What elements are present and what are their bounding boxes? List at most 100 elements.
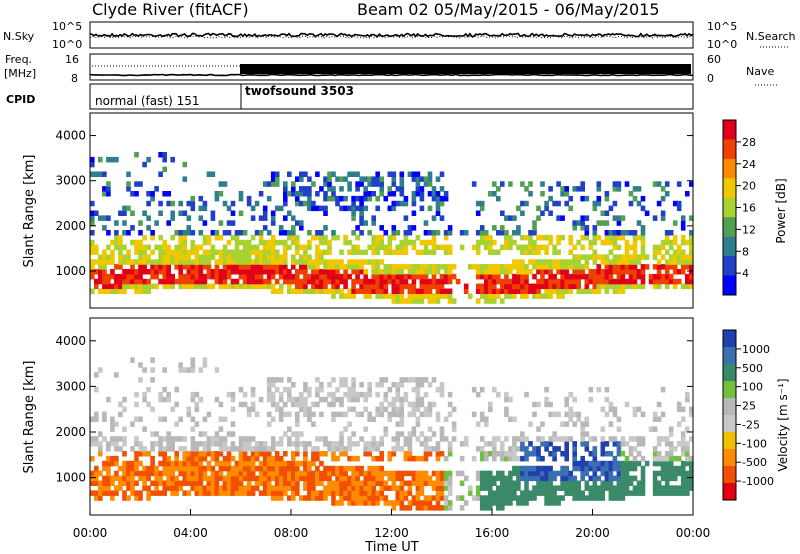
heatmap-cell xyxy=(411,377,417,383)
heatmap-cell xyxy=(492,495,497,501)
heatmap-cell xyxy=(463,436,469,442)
heatmap-cell xyxy=(278,441,284,447)
heatmap-cell xyxy=(142,451,147,457)
beam-date-title: Beam 02 05/May/2015 - 06/May/2015 xyxy=(357,0,660,19)
heatmap-cell xyxy=(134,283,139,290)
heatmap-cell xyxy=(596,269,602,275)
heatmap-cell xyxy=(608,485,614,491)
heatmap-cell xyxy=(419,455,425,462)
heatmap-cell xyxy=(584,470,590,477)
heatmap-cell xyxy=(98,259,103,265)
heatmap-cell xyxy=(222,455,228,462)
heatmap-cell xyxy=(387,500,393,506)
heatmap-cell xyxy=(556,485,561,491)
heatmap-cell xyxy=(504,293,509,299)
heatmap-cell xyxy=(475,239,481,246)
heatmap-cell xyxy=(287,171,292,177)
heatmap-cell xyxy=(415,406,421,413)
heatmap-cell xyxy=(371,215,376,221)
heatmap-cell xyxy=(226,470,232,477)
heatmap-cell xyxy=(608,273,614,280)
heatmap-cell xyxy=(134,278,139,285)
heatmap-cell xyxy=(274,176,280,182)
heatmap-cell xyxy=(250,205,256,212)
heatmap-cell xyxy=(628,283,634,290)
heatmap-cell xyxy=(379,269,384,275)
heatmap-cell xyxy=(110,239,115,246)
heatmap-cell xyxy=(359,205,364,212)
heatmap-cell xyxy=(391,436,397,442)
heatmap-cell xyxy=(278,480,284,486)
heatmap-cell xyxy=(628,480,634,486)
heatmap-cell xyxy=(407,455,413,462)
heatmap-cell xyxy=(238,490,244,496)
heatmap-cell xyxy=(234,254,240,260)
heatmap-cell xyxy=(439,244,445,251)
heatmap-cell xyxy=(270,382,276,388)
heatmap-cell xyxy=(150,195,155,202)
heatmap-cell xyxy=(90,200,95,207)
heatmap-cell xyxy=(222,465,228,472)
heatmap-cell xyxy=(110,288,115,294)
heatmap-cell xyxy=(512,470,517,477)
heatmap-cell xyxy=(532,259,537,265)
heatmap-cell xyxy=(283,465,288,472)
heatmap-cell xyxy=(343,485,348,491)
heatmap-cell xyxy=(250,490,256,496)
heatmap-cell xyxy=(335,485,340,491)
heatmap-cell xyxy=(419,401,425,408)
heatmap-cell xyxy=(608,406,614,413)
heatmap-cell xyxy=(475,391,481,398)
heatmap-cell xyxy=(447,505,453,511)
heatmap-cell xyxy=(548,195,553,202)
heatmap-cell xyxy=(194,475,200,482)
heatmap-cell xyxy=(399,273,405,280)
heatmap-cell xyxy=(206,171,212,177)
heatmap-cell xyxy=(355,225,360,231)
heatmap-cell xyxy=(484,264,489,270)
freq-tick-16: 16 xyxy=(65,53,79,66)
heatmap-cell xyxy=(142,249,147,255)
heatmap-cell xyxy=(138,283,143,290)
heatmap-cell xyxy=(620,451,626,457)
heatmap-cell xyxy=(435,288,441,294)
heatmap-cell xyxy=(118,288,123,294)
heatmap-cell xyxy=(283,215,288,221)
x-tick-label: 12:00 xyxy=(374,526,409,540)
heatmap-cell xyxy=(214,431,220,437)
heatmap-cell xyxy=(198,269,204,275)
heatmap-cell xyxy=(620,234,626,241)
heatmap-cell xyxy=(154,220,159,226)
heatmap-cell xyxy=(355,485,360,491)
heatmap-cell xyxy=(475,230,481,236)
heatmap-cell xyxy=(198,460,204,467)
heatmap-cell xyxy=(504,273,509,280)
heatmap-cell xyxy=(94,480,99,486)
heatmap-cell xyxy=(423,451,429,457)
heatmap-cell xyxy=(459,470,465,477)
heatmap-cell xyxy=(600,451,606,457)
heatmap-cell xyxy=(194,278,200,285)
heatmap-cell xyxy=(114,485,119,491)
heatmap-cell xyxy=(122,210,127,216)
heatmap-cell xyxy=(556,470,561,477)
power-ylabel: Slant Range [km] xyxy=(22,155,37,268)
heatmap-cell xyxy=(616,460,622,467)
heatmap-cell xyxy=(685,470,690,477)
heatmap-cell xyxy=(214,278,220,285)
heatmap-cell xyxy=(166,200,171,207)
heatmap-cell xyxy=(174,278,179,285)
heatmap-cell xyxy=(347,239,352,246)
heatmap-cell xyxy=(508,416,513,422)
heatmap-cell xyxy=(540,470,545,477)
heatmap-cell xyxy=(516,475,521,482)
heatmap-cell xyxy=(319,436,324,442)
heatmap-cell xyxy=(475,475,481,482)
heatmap-cell xyxy=(226,249,232,255)
x-tick-label: 00:00 xyxy=(676,526,711,540)
heatmap-cell xyxy=(299,460,304,467)
heatmap-cell xyxy=(620,475,626,482)
heatmap-cell xyxy=(411,495,417,501)
heatmap-cell xyxy=(435,176,441,182)
heatmap-cell xyxy=(600,446,606,452)
